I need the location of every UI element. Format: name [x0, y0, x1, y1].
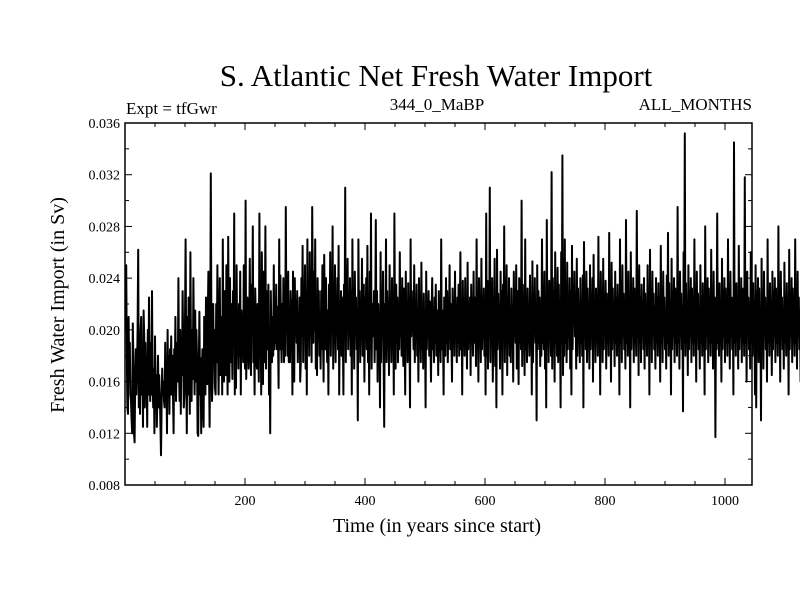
y-tick-label: 0.024	[89, 272, 121, 287]
experiment-label: Expt = tfGwr	[126, 99, 217, 118]
period-label: 344_0_MaBP	[390, 95, 484, 114]
x-axis-ticks: 200 400 600 800 1000	[154, 123, 739, 509]
x-tick-label: 400	[355, 494, 376, 509]
chart-title: S. Atlantic Net Fresh Water Import	[220, 58, 653, 93]
y-tick-label: 0.012	[89, 427, 121, 442]
x-tick-label: 1000	[711, 494, 739, 509]
y-axis-label: Fresh Water Import (in Sv)	[47, 197, 69, 413]
x-axis-label: Time (in years since start)	[333, 515, 541, 537]
months-label: ALL_MONTHS	[639, 95, 752, 114]
x-tick-label: 200	[235, 494, 256, 509]
x-tick-label: 600	[475, 494, 496, 509]
y-tick-label: 0.028	[89, 220, 121, 235]
y-tick-label: 0.020	[89, 324, 121, 339]
y-tick-label: 0.036	[89, 117, 121, 132]
y-tick-label: 0.016	[89, 376, 121, 391]
y-tick-label: 0.032	[89, 169, 121, 184]
x-tick-label: 800	[595, 494, 616, 509]
y-tick-label: 0.008	[89, 479, 121, 494]
series-line-fresh-water-import	[124, 132, 800, 457]
plot-frame	[124, 122, 753, 486]
